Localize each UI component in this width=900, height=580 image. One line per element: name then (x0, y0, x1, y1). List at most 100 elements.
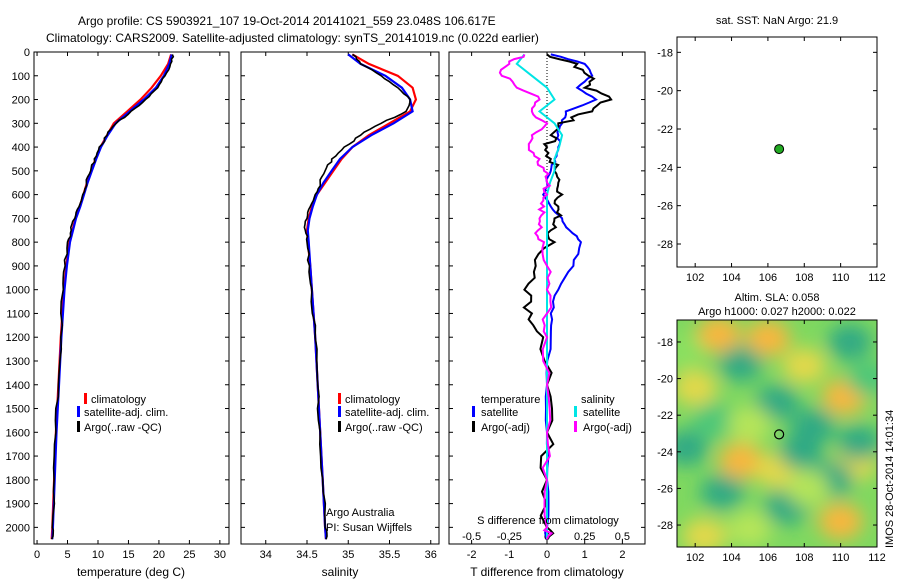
y-tick-label: 200 (12, 95, 30, 107)
y-tick-label: 800 (12, 237, 30, 249)
y-tick-label: -28 (657, 520, 673, 532)
x-tick-label: 102 (686, 552, 704, 564)
y-tick-label: -24 (657, 162, 673, 174)
y-tick-label: -22 (657, 410, 673, 422)
y-tick-label: 500 (12, 166, 30, 178)
plot-frame (33, 51, 230, 545)
x-axis-label-s-difference: S difference from climatology (477, 515, 619, 527)
legend-swatch-satellite (338, 406, 341, 417)
heatmap-cell (745, 320, 790, 357)
difference-legend: temperature salinity satellite Argo(-adj… (472, 394, 632, 434)
x-tick-label: 106 (759, 272, 777, 284)
heatmap-cell (782, 347, 827, 384)
sst-map-panel: 102 104 106 108 110 112 -18 -20 -22 -24 -26 -28 (657, 36, 886, 284)
legend-label-s-satellite: satellite (583, 407, 620, 419)
y-tick-label: 700 (12, 213, 30, 225)
x-tick-label: 35 (342, 549, 354, 561)
y-tick-label: 1700 (6, 451, 30, 463)
x-tick-label-salinity: 0.5 (615, 531, 630, 543)
x-tick-label: 108 (795, 272, 813, 284)
legend-swatch-argo (338, 421, 341, 432)
series-group (498, 53, 613, 540)
y-tick-label: -18 (657, 47, 673, 59)
y-tick-label: 1000 (6, 285, 30, 297)
y-tick-label: -26 (657, 483, 673, 495)
legend-label-argo: Argo(..raw -QC) (345, 422, 423, 434)
x-tick-label-salinity: -0.5 (462, 531, 481, 543)
y-tick-label: -24 (657, 447, 673, 459)
y-tick-label: -28 (657, 239, 673, 251)
sla-map-title-line1: Altim. SLA: 0.058 (735, 292, 820, 304)
heatmap-cell (827, 323, 872, 360)
series-line-argo-raw-qc- (303, 53, 411, 540)
y-tick-label: -20 (657, 86, 673, 98)
x-tick-label: 35.5 (379, 549, 400, 561)
difference-panel: -2 -1 0 1 2-0.5 -0.25 0 0.25 0.5 (448, 51, 646, 561)
heatmap-cell (696, 320, 741, 353)
heatmap-cell (727, 510, 772, 547)
heatmap-cell (845, 360, 877, 397)
x-tick-label: 112 (868, 552, 886, 564)
series-line-temperature-argo-adj- (522, 53, 613, 540)
x-tick-label: 102 (686, 272, 704, 284)
x-tick-label-salinity: -0.25 (497, 531, 522, 543)
heatmap-cell (677, 430, 709, 467)
y-tick-label: 1400 (6, 380, 30, 392)
series-line-argo-raw-qc- (50, 54, 175, 540)
legend-label-t-argo: Argo(-adj) (481, 422, 530, 434)
heatmap-cell (755, 384, 799, 421)
legend-swatch-argo (77, 421, 80, 432)
argo-location-marker (774, 144, 785, 155)
y-tick-label: 1900 (6, 499, 30, 511)
legend-label-satellite: satellite-adj. clim. (84, 407, 168, 419)
y-tick-label: 0 (24, 47, 30, 59)
x-tick-label: 34.5 (296, 549, 317, 561)
x-tick-label: 34 (260, 549, 272, 561)
heatmap-cell (682, 518, 727, 547)
legend-label-s-argo: Argo(-adj) (583, 422, 632, 434)
x-tick-label: 104 (722, 272, 740, 284)
heatmap-cell (778, 433, 823, 470)
x-axis-label-salinity: salinity (322, 565, 359, 579)
y-tick-label: 100 (12, 71, 30, 83)
legend-swatch-t-argo (472, 421, 475, 432)
legend-title-salinity: salinity (581, 394, 615, 406)
y-tick-label: -20 (657, 374, 673, 386)
x-tick-label: 1 (582, 549, 588, 561)
heatmap-cell (727, 406, 772, 443)
x-tick-label: 104 (722, 552, 740, 564)
legend-swatch-s-satellite (574, 406, 577, 417)
legend-title-temperature: temperature (481, 394, 540, 406)
sst-map-title: sat. SST: NaN Argo: 21.9 (716, 15, 838, 27)
x-tick-label: 25 (183, 549, 195, 561)
x-tick-label: -2 (467, 549, 477, 561)
argo-australia-label: Argo Australia (326, 507, 395, 519)
y-tick-label: -26 (657, 201, 673, 213)
sla-map-panel: 102 104 106 108 110 112 -18 -20 -22 -24 -26 -28 (657, 319, 886, 564)
x-tick-label: 0 (34, 549, 40, 561)
heatmap-cell (836, 424, 877, 461)
x-tick-label: 36 (425, 549, 437, 561)
x-tick-label: 112 (868, 272, 886, 284)
x-tick-label: 108 (795, 552, 813, 564)
heatmap-blobs (677, 320, 877, 547)
y-tick-label: -22 (657, 124, 673, 136)
header-title-line2: Climatology: CARS2009. Satellite-adjuste… (46, 31, 539, 45)
x-axis-label-difference: T difference from climatology (470, 565, 624, 579)
pi-label: PI: Susan Wijffels (326, 522, 412, 534)
heatmap-cell (718, 345, 763, 382)
legend-label-t-satellite: satellite (481, 407, 518, 419)
x-tick-label: 15 (122, 549, 134, 561)
y-tick-label: 900 (12, 261, 30, 273)
temperature-panel: 0 5 10 15 20 25 300100200300400500600700800900… (6, 47, 230, 561)
salinity-panel: 34 34.5 35 35.5 36 (240, 51, 440, 561)
plot-frame (240, 51, 440, 545)
imos-timestamp: IMOS 28-Oct-2014 14:01:34 (884, 410, 896, 548)
legend-swatch-climatology (338, 393, 341, 404)
x-tick-label: 20 (153, 549, 165, 561)
salinity-legend: climatology satellite-adj. clim. Argo(..… (338, 393, 429, 434)
heatmap-cell (718, 442, 763, 479)
y-tick-label: 1100 (6, 308, 30, 320)
x-tick-label: 5 (64, 549, 70, 561)
legend-label-satellite: satellite-adj. clim. (345, 407, 429, 419)
